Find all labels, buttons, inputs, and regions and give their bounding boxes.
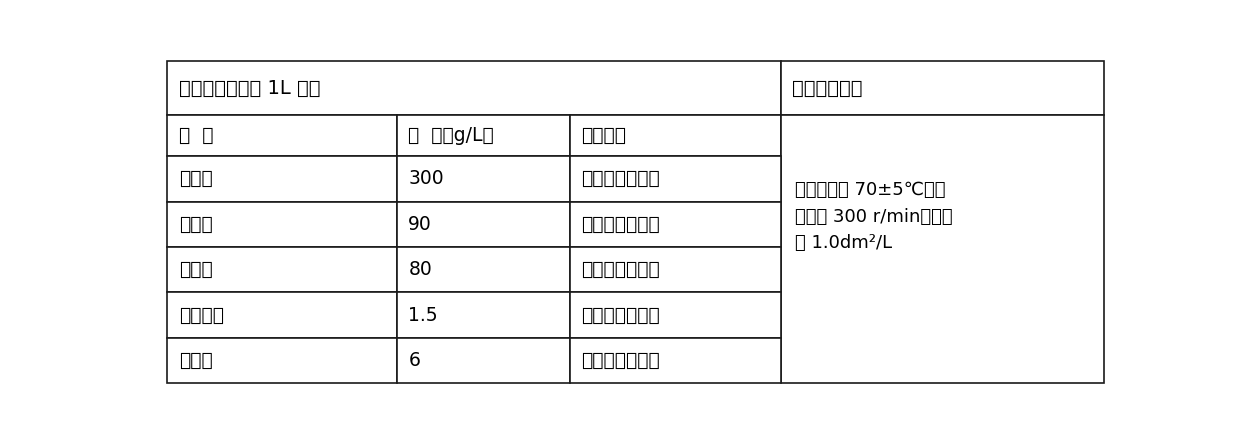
Bar bbox=[167, 292, 397, 338]
Text: 化学粗化液（以 1L 计）: 化学粗化液（以 1L 计） bbox=[179, 79, 320, 98]
Text: 含  量（g/L）: 含 量（g/L） bbox=[408, 126, 494, 145]
Bar bbox=[570, 338, 781, 383]
Text: 300: 300 bbox=[408, 169, 444, 188]
Text: 聚乙二醇: 聚乙二醇 bbox=[179, 305, 224, 325]
Bar bbox=[397, 292, 570, 338]
Text: 浓硫酸: 浓硫酸 bbox=[179, 169, 213, 188]
Text: 氯化铁: 氯化铁 bbox=[179, 260, 213, 279]
Text: 80: 80 bbox=[408, 260, 432, 279]
Bar bbox=[167, 247, 397, 292]
Bar bbox=[570, 292, 781, 338]
Bar bbox=[397, 115, 570, 156]
Bar bbox=[397, 156, 570, 202]
Text: 6: 6 bbox=[408, 351, 420, 370]
Text: 分析纯或化学纯: 分析纯或化学纯 bbox=[582, 305, 660, 325]
Bar bbox=[397, 247, 570, 292]
Bar bbox=[167, 202, 397, 247]
Text: 浓硝酸: 浓硝酸 bbox=[179, 215, 213, 234]
Bar bbox=[397, 202, 570, 247]
Text: 丙三醇: 丙三醇 bbox=[179, 351, 213, 370]
Text: 分析纯或化学纯: 分析纯或化学纯 bbox=[582, 169, 660, 188]
Text: 分析纯或化学纯: 分析纯或化学纯 bbox=[582, 215, 660, 234]
Text: 1.5: 1.5 bbox=[408, 305, 438, 325]
Bar bbox=[570, 247, 781, 292]
Bar bbox=[167, 61, 781, 115]
Text: 分析纯或化学纯: 分析纯或化学纯 bbox=[582, 260, 660, 279]
Bar bbox=[570, 156, 781, 202]
Text: 90: 90 bbox=[408, 215, 432, 234]
Bar bbox=[167, 156, 397, 202]
Bar bbox=[570, 202, 781, 247]
Bar bbox=[781, 115, 1104, 383]
Text: 量 1.0dm²/L: 量 1.0dm²/L bbox=[795, 234, 892, 252]
Bar bbox=[167, 115, 397, 156]
Bar bbox=[167, 338, 397, 383]
Text: 粗化液温度 70±5℃，搞: 粗化液温度 70±5℃，搞 bbox=[795, 181, 945, 199]
Text: 分析纯或化学纯: 分析纯或化学纯 bbox=[582, 351, 660, 370]
Text: 拌速度 300 r/min，装载: 拌速度 300 r/min，装载 bbox=[795, 208, 952, 226]
Text: 粗化工艺条件: 粗化工艺条件 bbox=[792, 79, 863, 98]
Text: 材  料: 材 料 bbox=[179, 126, 213, 145]
Text: 原料规格: 原料规格 bbox=[582, 126, 626, 145]
Bar bbox=[397, 338, 570, 383]
Bar bbox=[781, 61, 1104, 115]
Bar bbox=[570, 115, 781, 156]
